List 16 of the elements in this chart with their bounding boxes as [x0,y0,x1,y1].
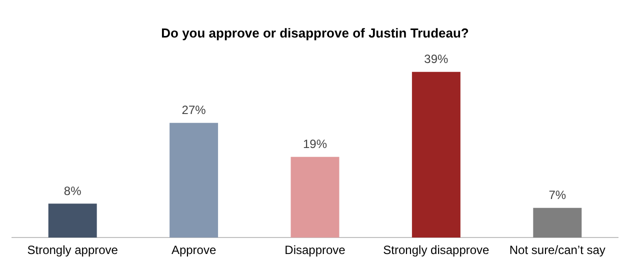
x-tick-label: Approve [171,243,216,258]
data-label: 39% [424,52,449,66]
data-label: 19% [302,137,328,152]
x-tick-label: Strongly approve [27,243,118,258]
x-tick-label: Disapprove [284,243,346,258]
bar [412,72,460,238]
bar [170,122,218,238]
data-label: 7% [548,188,566,202]
data-label: 27% [182,103,206,118]
bar [290,156,340,238]
chart-title: Do you approve or disapprove of Justin Trudeau? [161,25,469,40]
data-label: 8% [64,184,82,198]
bar [48,204,97,238]
bar [533,208,582,238]
x-tick-label: Not sure/can’t say [509,243,606,258]
x-tick-label: Strongly disapprove [383,243,490,258]
